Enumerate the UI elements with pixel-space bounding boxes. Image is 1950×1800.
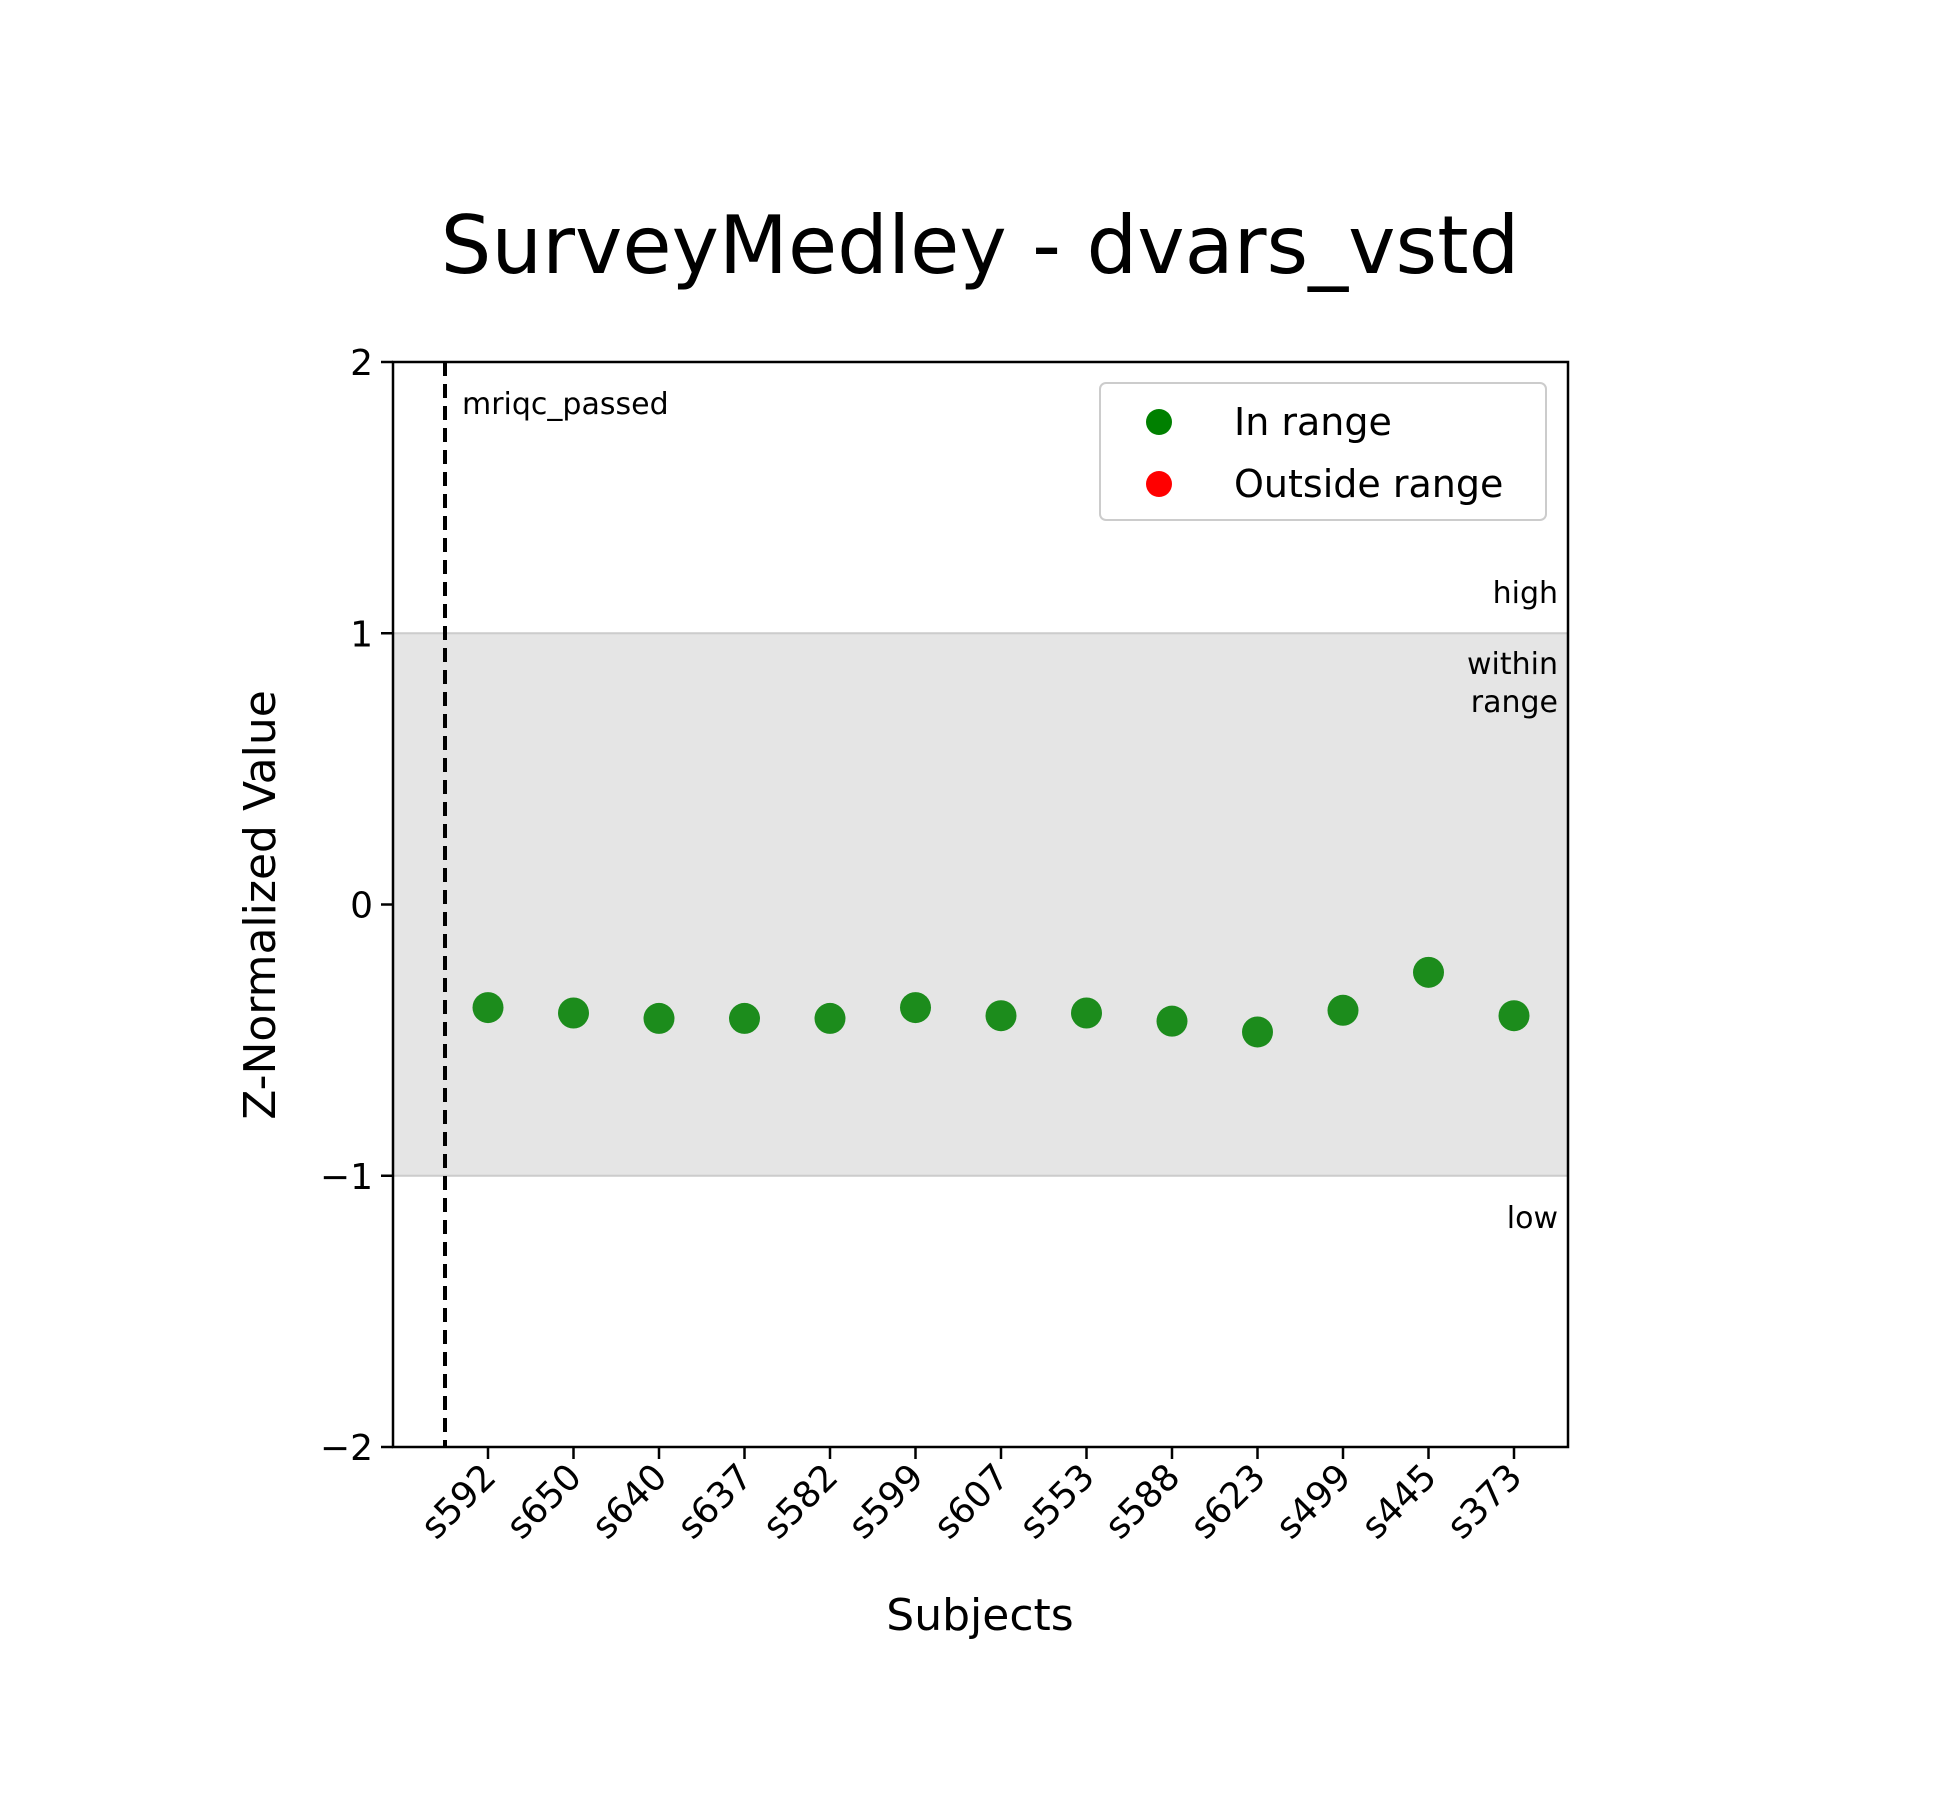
x-tick-label: s599: [841, 1456, 932, 1547]
legend-box: [1099, 382, 1547, 521]
data-point-in-range: [1413, 956, 1444, 988]
legend-marker-0: [1146, 409, 1172, 435]
x-tick-label: s650: [499, 1456, 590, 1547]
x-tick-label: s553: [1012, 1456, 1103, 1547]
region-label-high: high: [1493, 576, 1558, 611]
region-label-low: low: [1507, 1201, 1558, 1236]
x-tick-label: s623: [1183, 1456, 1274, 1547]
data-point-in-range: [729, 1002, 760, 1034]
x-tick-label: s637: [670, 1456, 761, 1547]
region-label-within-1: range: [1471, 685, 1558, 720]
x-tick-label: s445: [1354, 1456, 1445, 1547]
x-tick-label: s640: [585, 1456, 676, 1547]
y-tick-label: −2: [320, 1428, 373, 1469]
data-point-in-range: [1242, 1016, 1273, 1048]
data-point-in-range: [1327, 994, 1359, 1026]
data-point-in-range: [1156, 1005, 1188, 1037]
region-label-within-0: within: [1467, 647, 1558, 682]
x-tick-label: s588: [1098, 1456, 1189, 1547]
legend-entry-0: In range: [1234, 400, 1392, 444]
data-point-in-range: [814, 1002, 846, 1034]
x-tick-label: s373: [1440, 1456, 1531, 1547]
data-point-in-range: [1498, 1000, 1530, 1032]
data-point-in-range: [472, 992, 504, 1024]
legend-entry-1: Outside range: [1234, 462, 1503, 506]
y-axis-label: Z-Normalized Value: [235, 690, 286, 1120]
data-point-in-range: [900, 992, 931, 1024]
data-point-in-range: [985, 1000, 1017, 1032]
data-point-in-range: [1071, 997, 1102, 1029]
chart-title: SurveyMedley - dvars_vstd: [441, 199, 1520, 292]
within-range-band: [393, 633, 1568, 1176]
x-tick-label: s582: [756, 1456, 847, 1547]
x-axis-label: Subjects: [886, 1590, 1073, 1641]
y-tick-label: 0: [350, 886, 373, 927]
legend-marker-1: [1146, 471, 1172, 497]
y-tick-label: 1: [350, 614, 373, 655]
data-point-in-range: [643, 1002, 675, 1034]
y-tick-label: 2: [350, 343, 373, 384]
y-tick-label: −1: [320, 1157, 373, 1198]
x-tick-label: s607: [927, 1456, 1018, 1547]
x-tick-label: s592: [414, 1456, 505, 1547]
mriqc-passed-label: mriqc_passed: [462, 387, 669, 422]
data-point-in-range: [558, 997, 589, 1029]
x-tick-label: s499: [1269, 1456, 1360, 1547]
